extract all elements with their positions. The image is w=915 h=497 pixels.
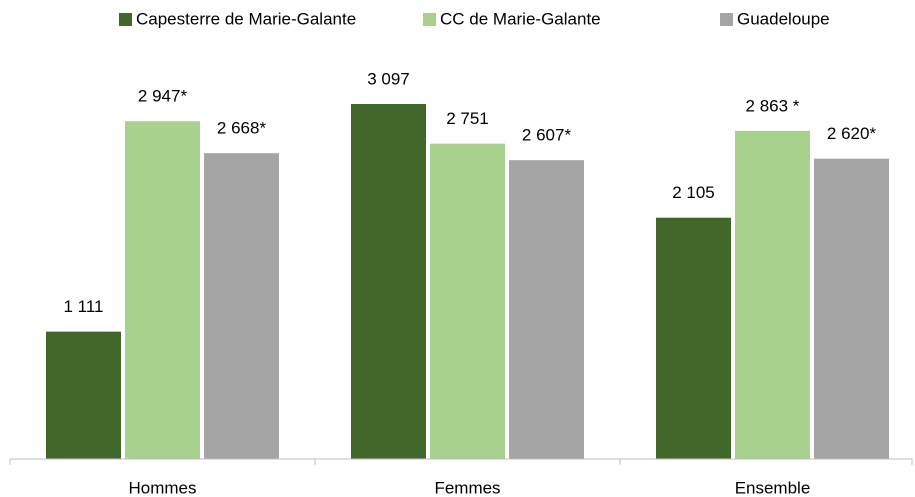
legend-label: Guadeloupe	[737, 9, 830, 28]
value-label: 1 111	[63, 297, 103, 316]
x-tick-label: Femmes	[434, 478, 500, 497]
bar	[46, 331, 121, 459]
legend-label: Capesterre de Marie-Galante	[136, 9, 356, 28]
value-label: 2 668*	[217, 119, 267, 138]
value-label: 2 105	[672, 183, 715, 202]
legend-swatch	[720, 13, 733, 26]
x-tick-label: Hommes	[128, 478, 196, 497]
bar	[814, 158, 889, 459]
value-label: 2 620*	[827, 124, 877, 143]
legend-swatch	[423, 13, 436, 26]
value-label: 2 863 *	[746, 96, 800, 115]
bar	[509, 160, 584, 460]
value-label: 2 751	[446, 109, 489, 128]
bar	[204, 153, 279, 460]
value-label: 2 607*	[522, 126, 572, 145]
bar	[430, 143, 505, 460]
bar	[735, 130, 810, 459]
legend-label: CC de Marie-Galante	[440, 9, 601, 28]
bar	[125, 121, 200, 459]
bar	[351, 104, 426, 459]
value-label: 3 097	[367, 69, 410, 88]
bar	[656, 217, 731, 459]
value-label: 2 947*	[138, 87, 188, 106]
x-tick-label: Ensemble	[735, 478, 811, 497]
legend-swatch	[119, 13, 132, 26]
